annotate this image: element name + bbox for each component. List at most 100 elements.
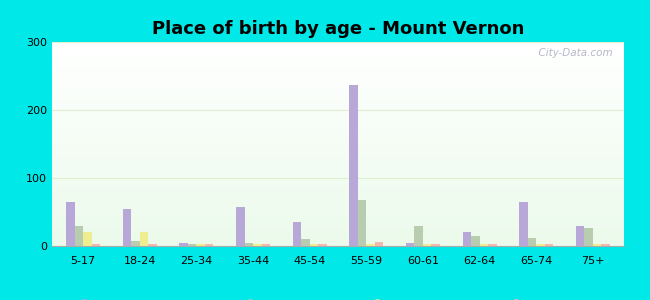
Bar [52, 102, 624, 103]
Bar [236, 207, 244, 246]
Bar [318, 244, 327, 246]
Bar [593, 244, 601, 246]
Bar [52, 49, 624, 50]
Bar [188, 244, 196, 246]
Bar [66, 202, 75, 246]
Bar [52, 201, 624, 202]
Bar [52, 118, 624, 119]
Legend: Born in state of residence, Born in other state, Native, outside of US, Foreign-: Born in state of residence, Born in othe… [75, 296, 601, 300]
Bar [52, 192, 624, 193]
Bar [52, 160, 624, 161]
Bar [52, 182, 624, 183]
Bar [52, 50, 624, 51]
Bar [52, 57, 624, 58]
Bar [52, 155, 624, 156]
Bar [52, 231, 624, 232]
Bar [52, 86, 624, 87]
Bar [52, 164, 624, 165]
Bar [92, 244, 100, 246]
Bar [52, 238, 624, 239]
Bar [52, 162, 624, 164]
Bar [52, 198, 624, 199]
Bar [52, 43, 624, 44]
Bar [52, 142, 624, 143]
Bar [52, 186, 624, 187]
Bar [52, 109, 624, 110]
Bar [358, 200, 367, 246]
Bar [52, 72, 624, 73]
Bar [52, 131, 624, 132]
Bar [52, 188, 624, 189]
Bar [52, 132, 624, 133]
Bar [52, 221, 624, 223]
Bar [52, 82, 624, 83]
Bar [52, 210, 624, 211]
Bar [52, 235, 624, 236]
Bar [52, 149, 624, 150]
Bar [52, 87, 624, 88]
Bar [52, 151, 624, 152]
Bar [52, 157, 624, 158]
Bar [349, 85, 358, 246]
Bar [52, 135, 624, 136]
Bar [52, 230, 624, 231]
Bar [432, 244, 440, 246]
Bar [52, 170, 624, 172]
Bar [545, 244, 553, 246]
Bar [52, 126, 624, 127]
Bar [52, 141, 624, 142]
Bar [52, 159, 624, 160]
Bar [52, 51, 624, 52]
Bar [52, 46, 624, 47]
Bar [75, 226, 83, 246]
Bar [52, 94, 624, 95]
Bar [406, 243, 415, 246]
Bar [52, 241, 624, 242]
Text: City-Data.com: City-Data.com [532, 48, 612, 58]
Bar [244, 243, 253, 246]
Bar [52, 55, 624, 56]
Bar [52, 205, 624, 206]
Bar [52, 226, 624, 228]
Bar [52, 60, 624, 62]
Bar [52, 45, 624, 46]
Bar [179, 243, 188, 246]
Bar [52, 76, 624, 77]
Bar [52, 65, 624, 67]
Bar [52, 70, 624, 72]
Bar [52, 68, 624, 70]
Bar [52, 48, 624, 49]
Bar [52, 56, 624, 57]
Bar [131, 241, 140, 246]
Bar [52, 153, 624, 154]
Bar [52, 124, 624, 126]
Bar [52, 169, 624, 170]
Bar [52, 240, 624, 241]
Bar [488, 244, 497, 246]
Bar [52, 67, 624, 68]
Bar [52, 136, 624, 137]
Bar [52, 216, 624, 217]
Bar [415, 226, 423, 246]
Bar [52, 147, 624, 148]
Bar [584, 228, 593, 246]
Bar [52, 233, 624, 234]
Bar [261, 244, 270, 246]
Bar [52, 80, 624, 81]
Bar [52, 88, 624, 89]
Bar [52, 139, 624, 140]
Bar [52, 185, 624, 186]
Bar [52, 204, 624, 205]
Bar [52, 84, 624, 85]
Bar [52, 138, 624, 139]
Bar [309, 244, 318, 246]
Bar [52, 106, 624, 107]
Bar [205, 244, 213, 246]
Bar [52, 169, 624, 170]
Bar [52, 209, 624, 210]
Title: Place of birth by age - Mount Vernon: Place of birth by age - Mount Vernon [152, 20, 524, 38]
Bar [52, 200, 624, 201]
Bar [52, 189, 624, 190]
Bar [52, 161, 624, 162]
Bar [52, 78, 624, 79]
